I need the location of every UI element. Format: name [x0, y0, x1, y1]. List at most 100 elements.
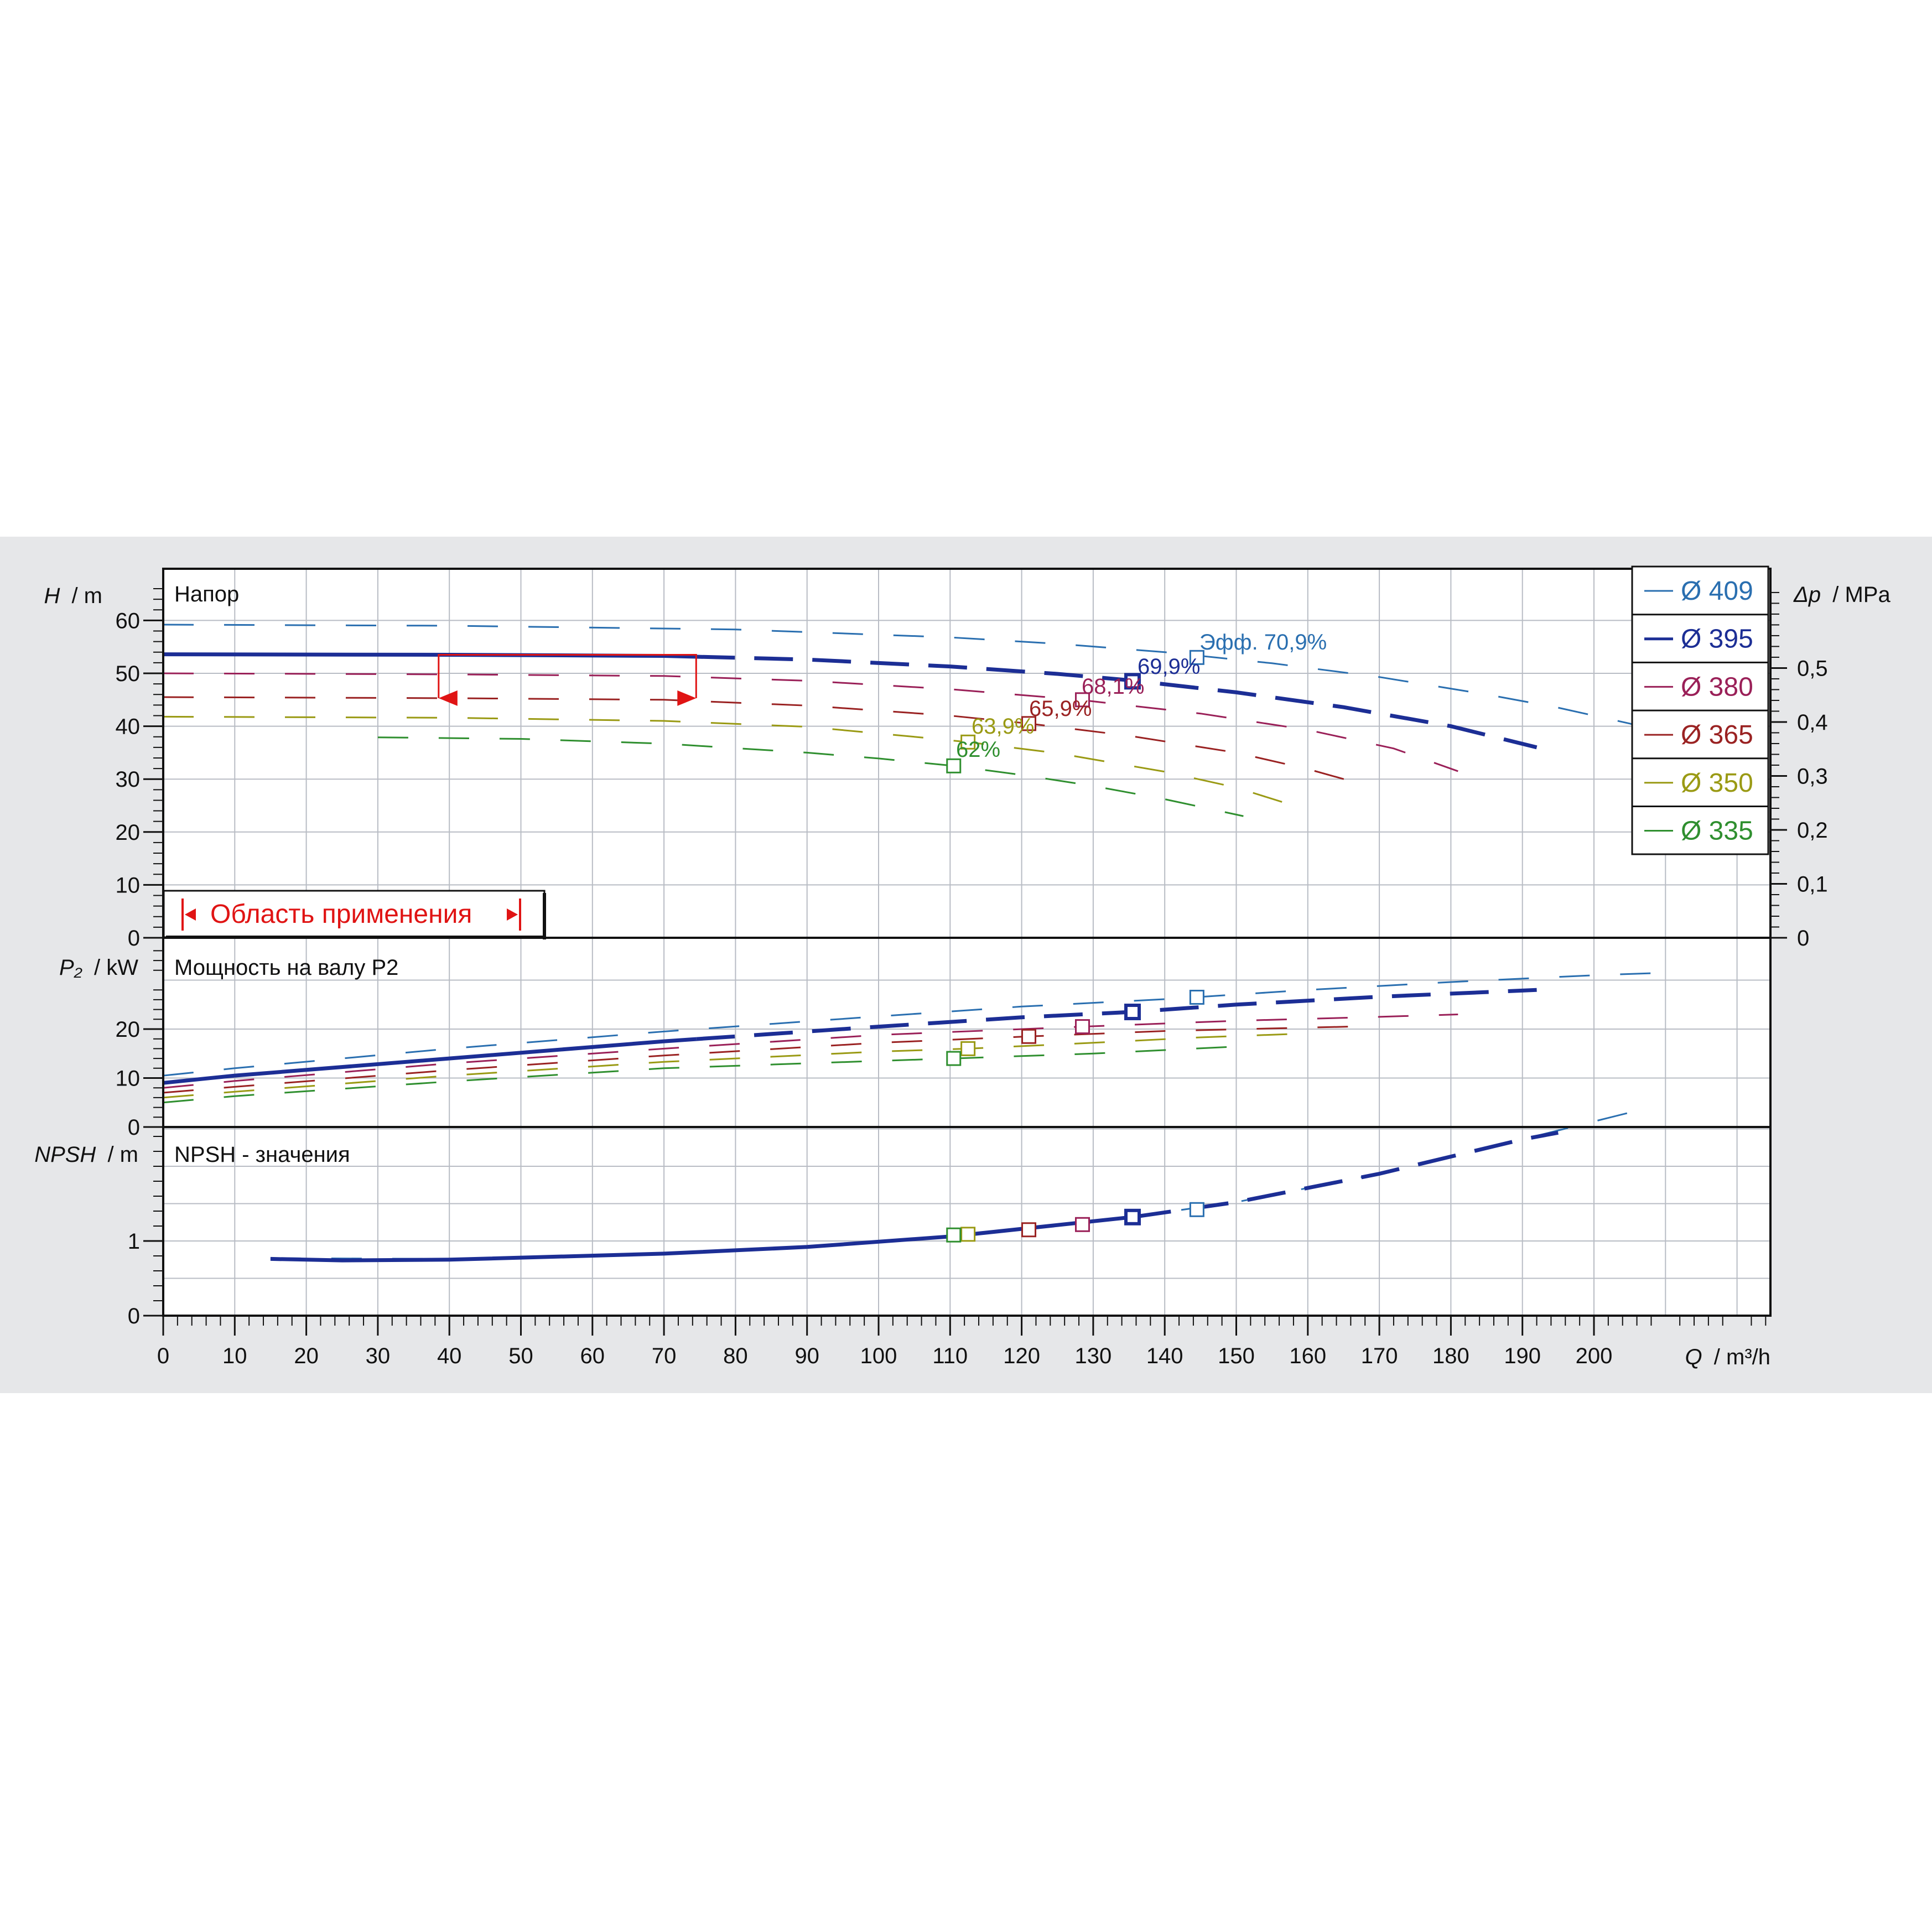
x-tick-label: 140	[1146, 1344, 1183, 1368]
npsh-bep-marker	[946, 1227, 962, 1243]
power-tick-label: 10	[116, 1067, 141, 1091]
head-tick-label: 40	[116, 715, 141, 739]
x-tick-label: 40	[437, 1344, 462, 1368]
power-bep-marker	[1124, 1004, 1141, 1021]
legend-label: Ø 365	[1681, 720, 1753, 750]
head-tick-label: 20	[116, 820, 141, 845]
range-right-bracket-icon	[507, 899, 521, 931]
npsh-bep-marker	[1075, 1217, 1090, 1232]
head-curve-dashed-380	[163, 672, 1458, 772]
x-tick-label: 160	[1289, 1344, 1326, 1368]
power-curve-395	[163, 1037, 697, 1085]
head-curve-335	[377, 736, 1244, 817]
eff-label-409: Эфф. 70,9%	[1199, 630, 1327, 655]
head-curve-dashed-365	[163, 696, 1373, 788]
x-tick-label: 100	[860, 1344, 897, 1368]
range-left-bracket-icon	[181, 899, 196, 931]
legend-label: Ø 350	[1681, 768, 1753, 798]
power-panel-title: Мощность на валу P2	[174, 955, 398, 980]
x-tick-label: 80	[723, 1344, 748, 1368]
npsh-tick-label: 0	[128, 1304, 140, 1328]
dp-tick-label: 0,2	[1797, 818, 1828, 843]
x-tick-label: 20	[294, 1344, 319, 1368]
range-start-arrow-icon	[438, 690, 458, 706]
x-axis-label: Q / m³/h	[1685, 1345, 1770, 1369]
power-curve-dashed-380	[163, 1014, 1458, 1089]
head-curve-350	[163, 715, 1294, 807]
power-bep-marker	[946, 1051, 962, 1066]
npsh-bep-marker	[1189, 1202, 1204, 1217]
range-bracket-line	[438, 654, 697, 698]
svg-text:NPSH / m: NPSH / m	[34, 1142, 138, 1167]
power-bep-marker	[1075, 1019, 1090, 1035]
dp-tick-label: 0	[1797, 926, 1809, 951]
head-curve-dashed-409	[163, 624, 1680, 738]
power-bep-marker	[1189, 989, 1204, 1005]
npsh-bep-marker	[960, 1227, 976, 1242]
x-tick-label: 60	[580, 1344, 605, 1368]
head-bep-marker	[946, 758, 962, 773]
plot-frame	[162, 568, 1772, 1317]
x-tick-label: 0	[157, 1344, 169, 1368]
npsh-bep-marker	[1021, 1222, 1037, 1238]
operating-range-box: Область применения	[163, 890, 546, 939]
operating-range-markers	[438, 654, 697, 706]
dp-tick-label: 0,5	[1797, 656, 1828, 681]
x-tick-label: 130	[1075, 1344, 1112, 1368]
head-bep-marker	[1021, 716, 1037, 731]
plot-area	[163, 569, 1770, 1316]
eff-label-350: 63,9%	[972, 714, 1034, 739]
npsh-panel-title: NPSH - значения	[174, 1142, 350, 1167]
x-tick-label: 200	[1576, 1344, 1613, 1368]
dp-tick-label: 0,4	[1797, 710, 1828, 735]
svg-text:Δp / MPa: Δp / MPa	[1793, 583, 1891, 607]
head-panel-title: Напор	[174, 582, 239, 606]
svg-text:Q / m³/h: Q / m³/h	[1685, 1345, 1770, 1369]
head-y-label: H / m	[44, 584, 102, 608]
head-tick-label: 10	[116, 873, 141, 897]
power-bep-marker	[960, 1041, 976, 1056]
legend-label: Ø 395	[1681, 625, 1753, 654]
npsh-bep-marker	[1124, 1208, 1141, 1225]
x-tick-label: 150	[1218, 1344, 1255, 1368]
x-tick-label: 120	[1003, 1344, 1040, 1368]
eff-label-380: 68,1%	[1082, 674, 1144, 699]
legend-label: Ø 335	[1681, 817, 1753, 846]
legend: Ø 409 Ø 395 Ø 380 Ø 365 Ø 350 Ø 335	[1631, 565, 1769, 855]
eff-label-335: 62%	[956, 738, 1000, 762]
range-label: Область применения	[210, 900, 472, 929]
legend-label: Ø 380	[1681, 672, 1753, 702]
grid-lines	[163, 569, 1770, 1316]
power-curve-dashed-350	[163, 1033, 1294, 1099]
x-tick-label: 110	[932, 1344, 968, 1368]
svg-text:H / m: H / m	[44, 584, 102, 608]
x-tick-label: 10	[222, 1344, 247, 1368]
x-tick-label: 90	[794, 1344, 819, 1368]
legend-label: Ø 409	[1681, 577, 1753, 606]
power-bep-marker	[1021, 1029, 1037, 1044]
x-tick-label: 190	[1504, 1344, 1541, 1368]
x-tick-label: 170	[1361, 1344, 1398, 1368]
power-y-label: P₂ / kW	[59, 955, 138, 980]
head-bep-marker	[1189, 650, 1204, 665]
x-tick-label: 70	[652, 1344, 677, 1368]
head-bep-marker	[960, 734, 976, 750]
bep-markers	[946, 650, 1204, 1243]
npsh-y-label: NPSH / m	[34, 1142, 138, 1167]
eff-label-365: 65,9%	[1029, 697, 1092, 721]
head-tick-label: 0	[128, 926, 140, 951]
range-end-arrow-icon	[677, 690, 697, 706]
head-tick-label: 30	[116, 767, 141, 792]
power-curve-dashed-409	[163, 972, 1666, 1077]
eff-label-395: 69,9%	[1138, 655, 1200, 679]
power-tick-label: 0	[128, 1115, 140, 1140]
power-tick-label: 20	[116, 1017, 141, 1042]
x-tick-label: 30	[366, 1344, 391, 1368]
x-tick-label: 50	[508, 1344, 533, 1368]
dp-tick-label: 0,1	[1797, 872, 1828, 896]
power-curve-335	[163, 1045, 1244, 1104]
dp-y-label: Δp / MPa	[1793, 583, 1891, 607]
power-curve-dashed-365	[163, 1025, 1373, 1094]
